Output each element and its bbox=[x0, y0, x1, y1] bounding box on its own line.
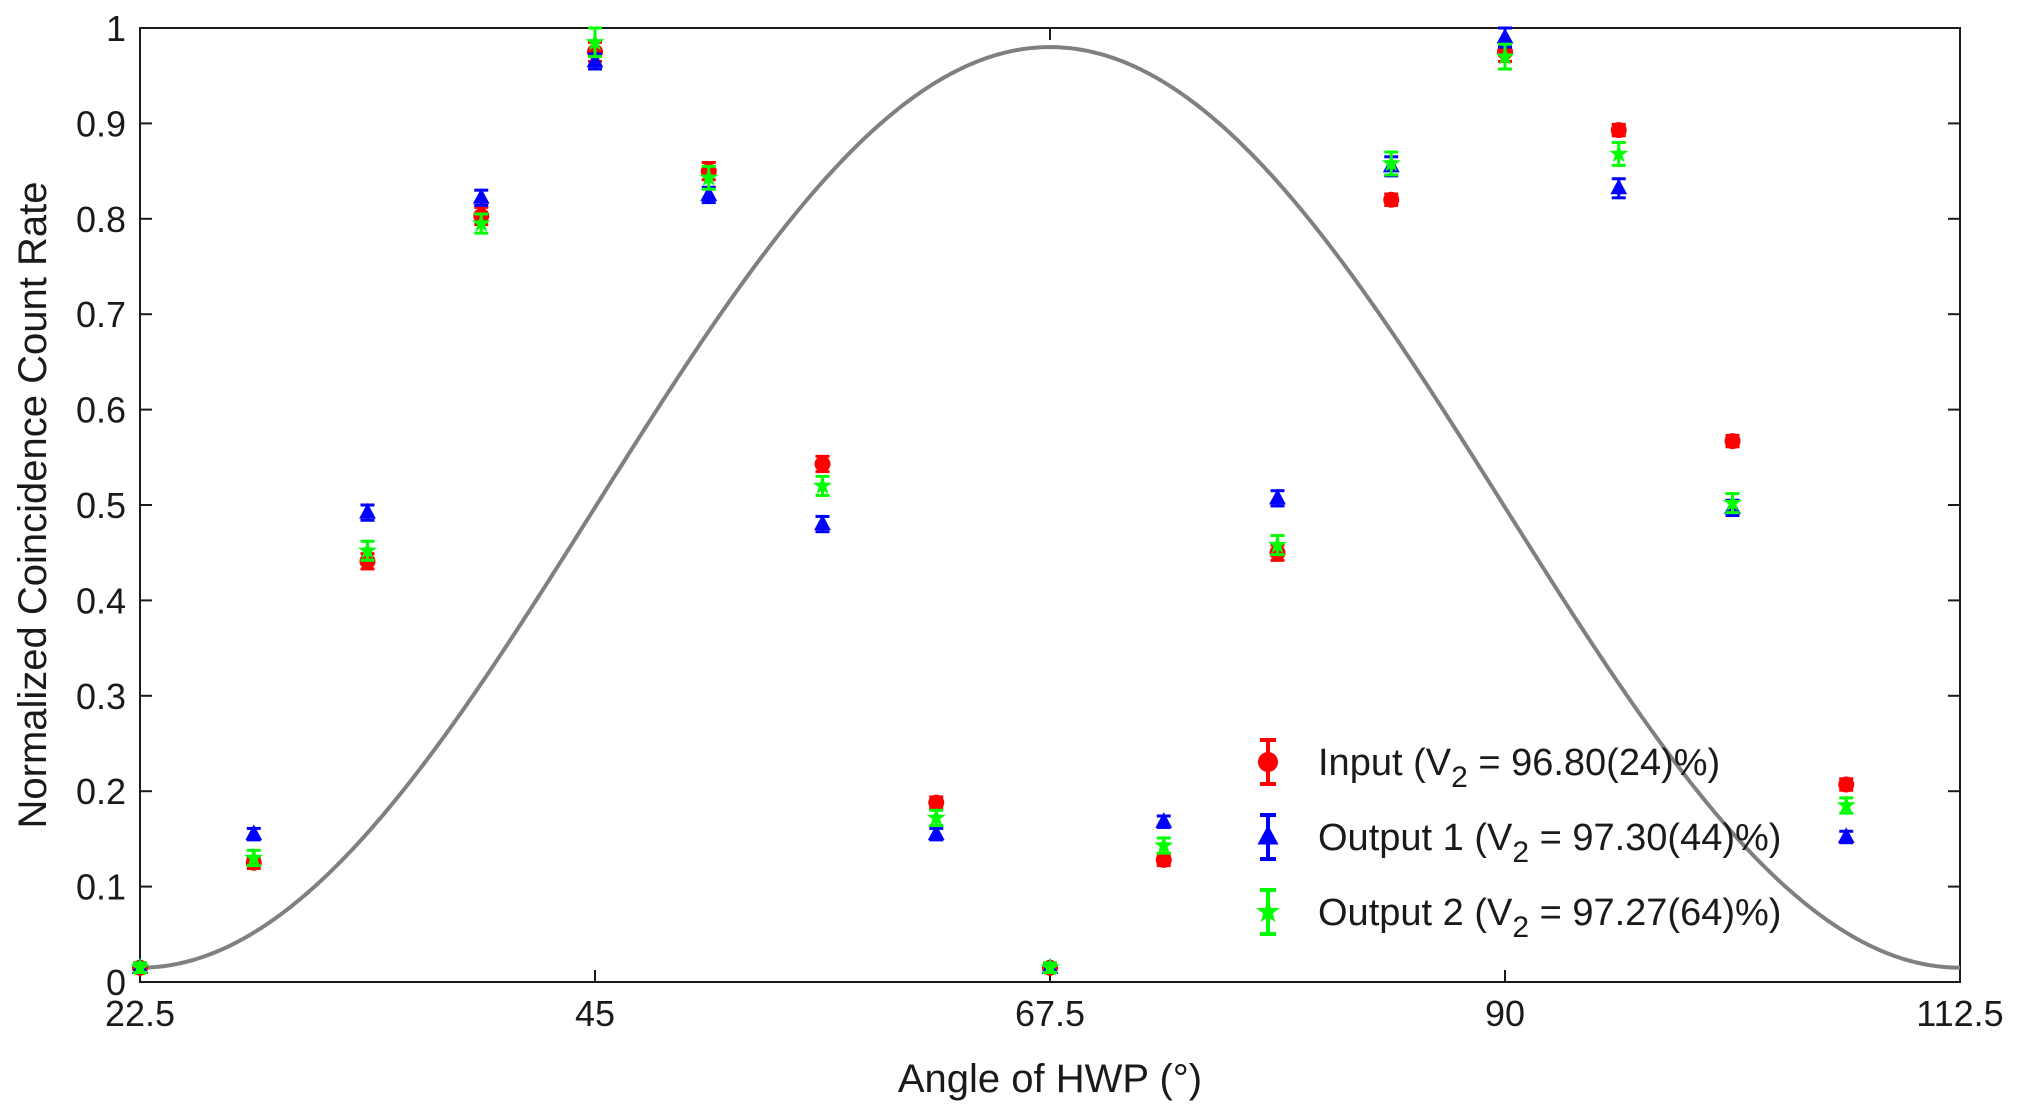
data-point bbox=[1496, 27, 1514, 44]
x-tick-label: 90 bbox=[1485, 993, 1525, 1034]
legend-label-prefix: Output 1 (V bbox=[1318, 817, 1513, 859]
y-tick-label: 0.3 bbox=[76, 676, 126, 717]
legend-label-subscript: 2 bbox=[1512, 911, 1529, 944]
data-point bbox=[1267, 535, 1288, 554]
axis-ticks: 22.5 45 67.5 90 112.5 0 0.1 0.2 0.3 0.4 0.5 0.6 0.7 0… bbox=[76, 8, 2004, 1034]
legend-label-subscript: 2 bbox=[1451, 761, 1468, 794]
fit-curve bbox=[139, 45, 1961, 970]
y-tick-label: 1 bbox=[106, 8, 126, 49]
data-point bbox=[1722, 493, 1743, 512]
data-point bbox=[245, 824, 263, 841]
legend-label: Output 2 (V2 = 97.27(64)%) bbox=[1318, 892, 1781, 944]
y-axis-label: Normalized Coincidence Count Rate bbox=[11, 182, 55, 829]
y-tick-label: 0.8 bbox=[76, 199, 126, 240]
legend-label-suffix: = 97.27(64)%) bbox=[1529, 892, 1781, 934]
data-point bbox=[357, 540, 378, 559]
y-tick-label: 0.5 bbox=[76, 485, 126, 526]
data-point bbox=[928, 794, 945, 811]
x-tick-label: 67.5 bbox=[1015, 993, 1085, 1034]
data-point bbox=[1155, 812, 1173, 828]
data-point bbox=[1155, 851, 1172, 868]
y-tick-label: 0.9 bbox=[76, 103, 126, 144]
y-tick-label: 0.7 bbox=[76, 294, 126, 335]
data-point bbox=[244, 847, 264, 867]
data-point bbox=[1724, 433, 1741, 450]
legend-marker bbox=[1257, 825, 1279, 845]
data-point bbox=[700, 185, 718, 201]
fit-curve-layer bbox=[139, 45, 1961, 970]
legend-label-suffix: = 96.80(24)%) bbox=[1468, 742, 1720, 784]
legend-item-input: Input (V2 = 96.80(24)%) bbox=[1258, 738, 1720, 794]
data-points-layer bbox=[130, 26, 1856, 976]
data-point bbox=[1610, 178, 1628, 195]
data-point bbox=[359, 503, 376, 519]
data-point bbox=[1154, 835, 1174, 854]
y-tick-label: 0.1 bbox=[76, 867, 126, 908]
data-point bbox=[472, 188, 490, 204]
data-point bbox=[1609, 143, 1629, 163]
data-point bbox=[1383, 191, 1400, 208]
y-tick-label: 0 bbox=[106, 962, 126, 1003]
data-point bbox=[130, 957, 150, 976]
data-point bbox=[699, 167, 719, 186]
x-tick-label: 45 bbox=[575, 993, 615, 1034]
legend: Input (V2 = 96.80(24)%)Output 1 (V2 = 97… bbox=[1256, 738, 1781, 944]
legend-label-suffix: = 97.30(44)%) bbox=[1529, 817, 1781, 859]
legend-marker bbox=[1256, 899, 1280, 923]
x-tick-label: 22.5 bbox=[105, 993, 175, 1034]
data-point bbox=[1836, 795, 1856, 814]
data-point bbox=[1837, 827, 1855, 843]
data-point bbox=[1838, 776, 1855, 793]
data-point bbox=[814, 514, 831, 531]
y-tick-label: 0.6 bbox=[76, 390, 126, 431]
legend-label-subscript: 2 bbox=[1512, 836, 1529, 869]
legend-label: Input (V2 = 96.80(24)%) bbox=[1318, 742, 1720, 794]
data-point bbox=[927, 824, 945, 841]
legend-item-output-2: Output 2 (V2 = 97.27(64)%) bbox=[1256, 888, 1781, 944]
data-point bbox=[1610, 122, 1627, 139]
data-point bbox=[1495, 46, 1515, 65]
legend-label-prefix: Input (V bbox=[1318, 742, 1452, 784]
y-tick-label: 0.2 bbox=[76, 771, 126, 812]
x-tick-label: 112.5 bbox=[1916, 993, 2003, 1034]
legend-item-output-1: Output 1 (V2 = 97.30(44)%) bbox=[1257, 813, 1781, 869]
legend-label: Output 1 (V2 = 97.30(44)%) bbox=[1318, 817, 1781, 869]
data-point bbox=[926, 807, 946, 826]
series-output-2 bbox=[130, 26, 1856, 976]
data-point bbox=[814, 455, 831, 472]
data-point bbox=[1381, 153, 1401, 172]
data-point bbox=[1269, 488, 1286, 505]
data-point bbox=[1040, 957, 1060, 976]
legend-marker bbox=[1258, 752, 1278, 772]
legend-label-prefix: Output 2 (V bbox=[1318, 892, 1513, 934]
x-axis-label: Angle of HWP (°) bbox=[898, 1057, 1202, 1101]
data-point bbox=[585, 32, 605, 51]
y-tick-label: 0.4 bbox=[76, 580, 126, 621]
data-point bbox=[586, 51, 604, 68]
data-point bbox=[471, 213, 491, 232]
data-point bbox=[812, 475, 833, 495]
